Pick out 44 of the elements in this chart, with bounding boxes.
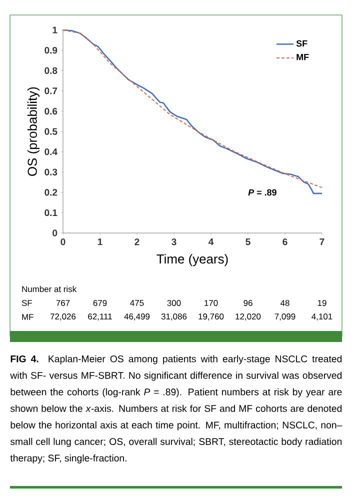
annotation: P = .89: [248, 189, 276, 196]
y-tick-label: 0.5: [44, 128, 58, 135]
y-tick-label: 0.1: [44, 209, 58, 216]
y-tick-label: 0.6: [44, 108, 58, 115]
text: 170: [204, 300, 218, 306]
x-axis-title: Time (years): [156, 254, 228, 266]
y-tick-label: 0.2: [44, 189, 58, 196]
y-tick-label: 0.3: [44, 168, 58, 176]
text: 300: [167, 300, 181, 306]
x-tick-label: 4: [208, 238, 214, 246]
text: 96: [244, 300, 252, 306]
y-tick-label: 0.8: [44, 67, 58, 74]
text: MF: [22, 314, 34, 320]
y-tick-label: 0.9: [44, 46, 58, 54]
x-tick-label: 7: [320, 238, 324, 246]
text: 7,099: [274, 314, 296, 320]
text: 767: [56, 300, 70, 306]
text: 46,499: [124, 314, 150, 320]
text: Number at risk: [22, 286, 77, 292]
y-tick-label: 0: [52, 230, 58, 236]
text: SF: [22, 300, 32, 306]
text: 48: [280, 300, 290, 306]
text: 4,101: [312, 314, 332, 320]
text: 475: [130, 300, 144, 306]
x-tick-label: 3: [172, 238, 176, 246]
text: 12,020: [236, 314, 261, 320]
y-tick-label: 1: [52, 26, 58, 34]
text: 19,760: [198, 314, 224, 320]
x-tick-label: 2: [134, 238, 140, 246]
text: 31,086: [161, 314, 187, 320]
x-tick-label: 6: [282, 238, 288, 246]
y-tick-label: 0.4: [44, 148, 58, 156]
x-tick-label: 0: [60, 238, 66, 246]
text: 679: [93, 300, 107, 306]
text: 19: [318, 300, 326, 306]
text: FIG 4. Kaplan-Meier OS among patients with early-stage NSCLC treated with SF- versus MF-SBRT. No significant difference in survival was observed between the cohorts (log-rank P = .89). Patient numbers at risk by year are shown below the x-axis. Numbers at risk for SF and MF cohorts are denoted below the horizontal axis at each time point. MF, multifraction; NSCLC, non–small cell lung cancer; OS, overall survival; SBRT, stereotactic body radiation therapy; SF, single-fraction.: [10, 355, 342, 464]
y-axis-title: OS (probability): [27, 87, 40, 176]
x-tick-label: 1: [98, 238, 102, 246]
text: 72,026: [50, 314, 76, 320]
legend-label: SF: [296, 40, 308, 47]
legend-label: MF: [296, 54, 309, 60]
x-tick-label: 5: [246, 238, 250, 246]
y-tick-label: 0.7: [44, 88, 58, 94]
text: 62,111: [88, 314, 112, 320]
